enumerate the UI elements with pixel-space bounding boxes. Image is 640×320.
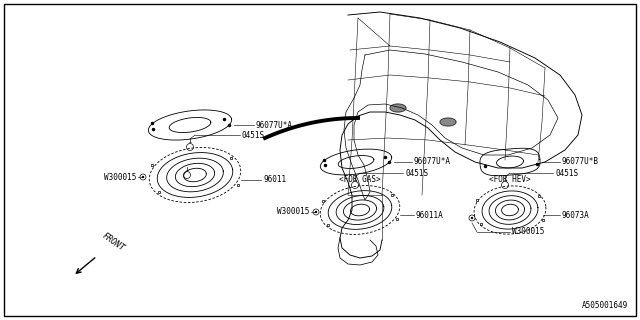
Text: A505001649: A505001649 [582,301,628,310]
Circle shape [142,176,144,178]
Text: W300015: W300015 [512,228,545,236]
Text: <FOR HEV>: <FOR HEV> [489,175,531,184]
Text: 96077U*A: 96077U*A [414,157,451,166]
Text: 96011: 96011 [263,175,286,185]
Text: FRONT: FRONT [100,231,125,253]
Text: <FOR GAS>: <FOR GAS> [339,175,381,184]
Text: 0451S: 0451S [555,169,578,178]
Text: 96073A: 96073A [562,211,589,220]
Circle shape [471,217,473,219]
Text: W300015: W300015 [104,172,136,181]
Text: 96011A: 96011A [416,211,444,220]
Circle shape [315,211,317,213]
Text: W300015: W300015 [276,207,309,217]
Polygon shape [440,118,456,126]
Text: 96077U*A: 96077U*A [256,121,293,130]
Polygon shape [390,104,406,112]
Text: 0451S: 0451S [242,131,265,140]
Text: 96077U*B: 96077U*B [562,157,599,166]
Text: 0451S: 0451S [405,169,428,178]
